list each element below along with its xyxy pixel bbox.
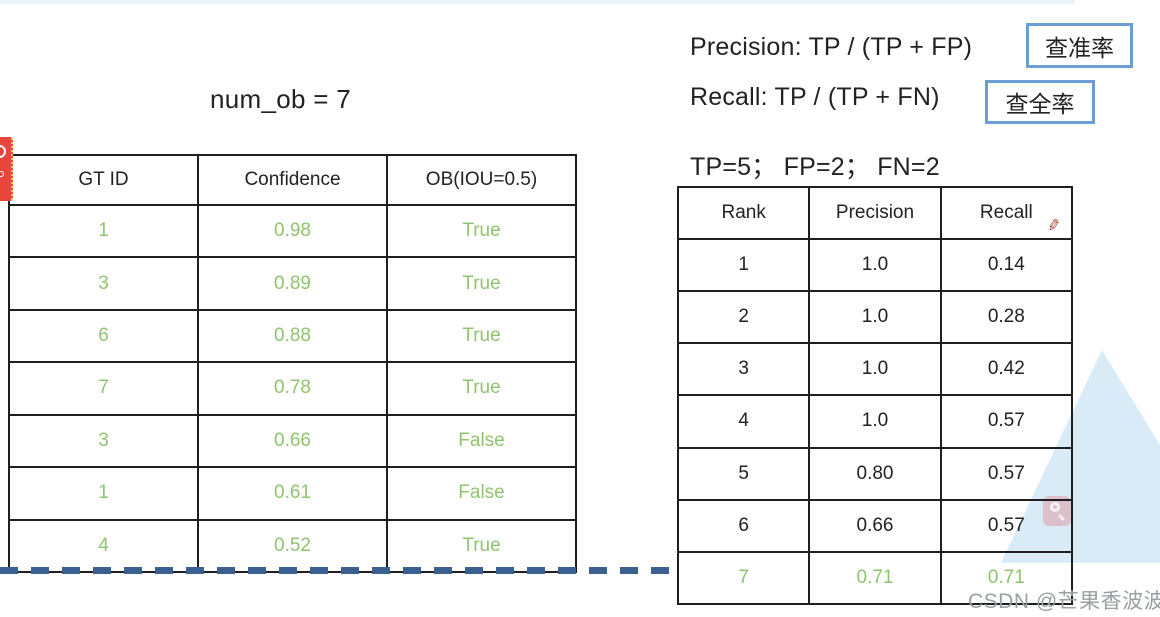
table-row: 6 0.88 True	[8, 308, 577, 364]
header-row: Rank Precision Recall	[676, 186, 1074, 240]
precision-recall-table: Rank Precision Recall 1 1.0 0.14 2 1.0 0.28 3 1.0 0…	[676, 186, 1074, 606]
precision-formula: Precision: TP / (TP + FP)	[690, 33, 973, 61]
table-row: 4 1.0 0.57	[676, 394, 1074, 449]
column-header: Recall	[939, 186, 1074, 240]
sticker-dot-icon	[0, 171, 4, 177]
table-cell: 0.57	[939, 394, 1074, 449]
table-cell: 1.0	[808, 342, 942, 397]
table-cell: 0.57	[939, 498, 1074, 553]
tp-fp-fn-counts: TP=5； FP=2； FN=2	[690, 153, 940, 181]
table-cell: 6	[8, 308, 199, 364]
pencil-cursor-icon: ✎	[1045, 216, 1062, 237]
dashed-connector-line	[0, 567, 673, 574]
table-cell: 0.80	[808, 446, 942, 501]
table-cell: True	[386, 256, 577, 311]
table-cell: 4	[676, 394, 811, 449]
table-cell: True	[386, 518, 577, 574]
table-cell: 0.14	[939, 237, 1074, 293]
table-cell: 0.71	[939, 550, 1074, 606]
table-cell: 1.0	[808, 290, 942, 345]
sticker-ring-icon	[0, 145, 6, 158]
table-cell: 0.52	[197, 518, 388, 574]
table-cell: 0.57	[939, 446, 1074, 501]
table-row: 7 0.78 True	[8, 361, 577, 416]
table-cell: 0.66	[808, 498, 942, 553]
recall-badge: 查全率	[985, 80, 1095, 124]
table-cell: 1.0	[808, 237, 942, 293]
header-row: GT ID Confidence OB(IOU=0.5)	[8, 154, 577, 206]
table-cell: 0.66	[197, 413, 388, 469]
column-header: Rank	[676, 186, 811, 240]
table-cell: 3	[676, 342, 811, 397]
table-cell: 0.71	[808, 550, 942, 606]
table-cell: 2	[676, 290, 811, 345]
column-header: OB(IOU=0.5)	[386, 154, 577, 206]
table-row: 3 0.89 True	[8, 256, 577, 311]
table-cell: 3	[8, 413, 199, 469]
num-ob-label: num_ob = 7	[210, 84, 352, 114]
table-cell: 1	[8, 466, 199, 521]
table-cell: False	[386, 466, 577, 521]
precision-badge: 查准率	[1026, 23, 1133, 68]
table-cell: False	[386, 413, 577, 469]
table-cell: 0.28	[939, 290, 1074, 345]
top-highlight-strip	[0, 0, 1075, 4]
table-row: 1 0.61 False	[8, 466, 577, 521]
table-cell: 3	[8, 256, 199, 311]
table-row: 1 1.0 0.14	[676, 237, 1074, 293]
table-cell: 7	[676, 550, 811, 606]
table-cell: 5	[676, 446, 811, 501]
detections-table: GT ID Confidence OB(IOU=0.5) 1 0.98 True 3 0.89…	[8, 154, 577, 574]
watermark-text: CSDN @芒果香波波	[968, 590, 1160, 613]
table-row: 3 1.0 0.42	[676, 342, 1074, 397]
table-row: 2 1.0 0.28	[676, 290, 1074, 345]
table-cell: 0.61	[197, 466, 388, 521]
recall-formula: Recall: TP / (TP + FN)	[690, 83, 940, 111]
column-header: GT ID	[8, 154, 199, 206]
table-cell: True	[386, 203, 577, 259]
table-row: 7 0.71 0.71	[676, 550, 1074, 606]
table-row: 6 0.66 0.57	[676, 498, 1074, 553]
red-sticker-icon	[0, 137, 13, 201]
table-row: 1 0.98 True	[8, 203, 577, 259]
table-cell: True	[386, 308, 577, 364]
table-cell: 1	[8, 203, 199, 259]
table-cell: 6	[676, 498, 811, 553]
table-cell: 1	[676, 237, 811, 293]
table-cell: 0.42	[939, 342, 1074, 397]
table-cell: True	[386, 361, 577, 416]
table-row: 3 0.66 False	[8, 413, 577, 469]
table-row: 4 0.52 True	[8, 518, 577, 574]
table-cell: 7	[8, 361, 199, 416]
table-cell: 4	[8, 518, 199, 574]
column-header: Confidence	[197, 154, 388, 206]
table-cell: 1.0	[808, 394, 942, 449]
table-cell: 0.98	[197, 203, 388, 259]
table-row: 5 0.80 0.57	[676, 446, 1074, 501]
table-cell: 0.78	[197, 361, 388, 416]
table-cell: 0.88	[197, 308, 388, 364]
column-header: Precision	[808, 186, 942, 240]
table-cell: 0.89	[197, 256, 388, 311]
